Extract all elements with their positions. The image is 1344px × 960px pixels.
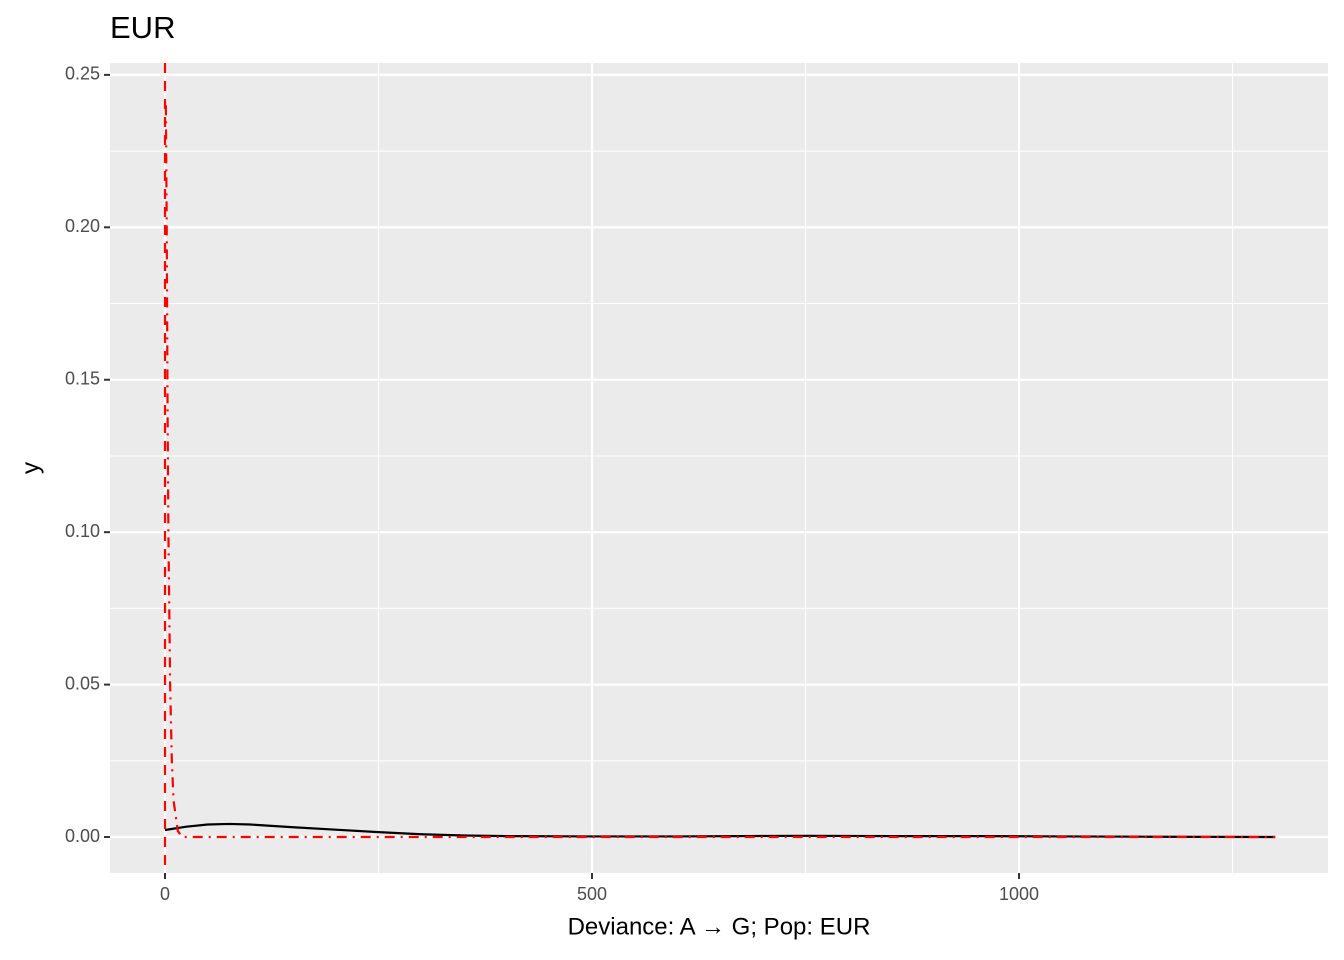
y-tick-label: 0.20 (65, 216, 100, 236)
y-tick-label: 0.05 (65, 673, 100, 693)
y-axis-title: y (17, 462, 44, 474)
x-tick-label: 0 (160, 884, 170, 904)
y-tick-label: 0.00 (65, 826, 100, 846)
y-tick-label: 0.10 (65, 521, 100, 541)
marks (163, 63, 1276, 873)
x-tick-label: 500 (577, 884, 607, 904)
x-tick-label: 1000 (999, 884, 1039, 904)
panel (110, 63, 1328, 873)
y-tick-label: 0.25 (65, 64, 100, 84)
y-tick-label: 0.15 (65, 368, 100, 388)
chart-title: EUR (110, 10, 175, 45)
x-axis-title: Deviance: A → G; Pop: EUR (568, 913, 871, 940)
series-line (164, 822, 1276, 839)
series-line (164, 105, 1276, 839)
axes: 0 500 1000 0.00 0.05 0.10 0.15 0.20 0.25 (65, 64, 1039, 904)
